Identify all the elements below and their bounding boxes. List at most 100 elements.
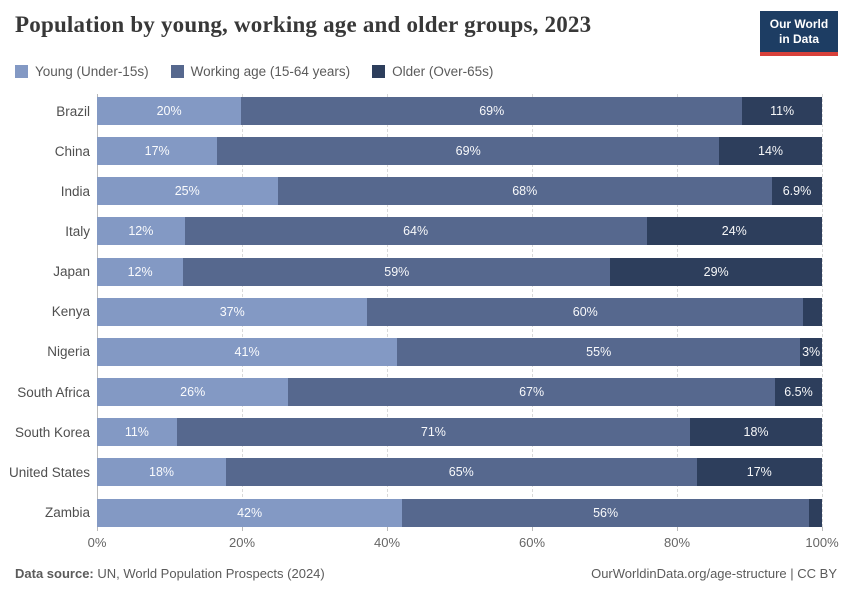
bar-segment — [808, 498, 822, 527]
bar-value-label: 71% — [420, 425, 446, 440]
chart-footer: Data source: UN, World Population Prospe… — [15, 566, 837, 581]
bar-segment: 14% — [719, 137, 822, 166]
bar-value-label: 6.9% — [782, 184, 812, 199]
chart-title: Population by young, working age and old… — [15, 12, 592, 37]
bar-segment: 37% — [97, 297, 368, 326]
bar-value-label: 37% — [219, 304, 245, 319]
bar-value-label: 69% — [455, 144, 481, 159]
bar-segment: 24% — [646, 217, 822, 246]
bar-value-label: 24% — [721, 224, 747, 239]
bar-segment: 11% — [742, 97, 822, 125]
bar-segment: 6.9% — [771, 177, 822, 206]
legend-label: Working age (15-64 years) — [190, 64, 351, 79]
data-source-label: Data source: — [15, 566, 94, 581]
bar-value-label: 11% — [124, 425, 149, 440]
bar-value-label: 12% — [127, 264, 153, 279]
bar-value-label: 26% — [180, 385, 206, 400]
bar-value-label: 12% — [128, 224, 154, 239]
bar-segment: 25% — [97, 177, 278, 206]
bar-segment: 69% — [217, 137, 720, 166]
x-tick-mark — [532, 526, 533, 531]
bar-segment: 12% — [97, 217, 185, 246]
owid-logo: Our World in Data — [760, 11, 838, 56]
bar-segment: 20% — [97, 97, 242, 125]
bar-value-label: 60% — [572, 304, 598, 319]
bar-value-label: 56% — [593, 505, 619, 520]
gridline-100% — [822, 94, 823, 527]
country-label-south-africa: South Africa — [17, 384, 90, 400]
x-tick-mark — [677, 526, 678, 531]
country-label-china: China — [54, 143, 90, 159]
bar-segment: 18% — [690, 418, 822, 447]
owid-logo-line1: Our World — [769, 17, 829, 31]
bar-value-label: 18% — [743, 425, 769, 440]
bar-value-label: 18% — [149, 465, 175, 480]
bar-segment: 60% — [367, 297, 804, 326]
bar-segment: 29% — [610, 257, 822, 286]
country-label-zambia: Zambia — [44, 505, 90, 520]
x-tick-label: 0% — [87, 534, 107, 550]
bar-value-label: 25% — [174, 184, 200, 199]
bar-segment: 64% — [184, 217, 647, 246]
bar-segment: 71% — [176, 418, 691, 447]
legend-swatch-icon — [372, 65, 386, 78]
bar-value-label: 11% — [770, 104, 795, 118]
bar-segment: 12% — [97, 257, 184, 286]
legend-item-1: Working age (15-64 years) — [170, 64, 351, 79]
legend: Young (Under-15s) Working age (15-64 year… — [15, 64, 493, 79]
bar-segment: 6.5% — [774, 378, 822, 407]
bar-segment: 68% — [277, 177, 772, 206]
bar-segment: 3% — [800, 337, 822, 366]
owid-logo-line2: in Data — [778, 32, 819, 46]
x-tick-label: 40% — [373, 534, 401, 550]
x-tick-label: 60% — [518, 534, 546, 550]
bar-segment: 41% — [97, 337, 398, 366]
bar-value-label: 17% — [144, 144, 170, 159]
bar-segment: 42% — [97, 498, 403, 527]
country-label-united-states: United States — [8, 464, 90, 480]
legend-swatch-icon — [170, 65, 184, 78]
x-tick-label: 100% — [805, 534, 839, 550]
x-tick-label: 80% — [663, 534, 691, 550]
x-tick-mark — [242, 526, 243, 531]
bar-segment: 55% — [397, 337, 801, 366]
bar-value-label: 68% — [512, 184, 538, 199]
legend-swatch-icon — [15, 65, 28, 78]
bar-value-label: 14% — [758, 144, 784, 159]
x-tick-mark — [387, 526, 388, 531]
bar-segment — [803, 297, 822, 326]
legend-label: Young (Under-15s) — [35, 64, 149, 79]
bar-value-label: 65% — [448, 465, 474, 480]
country-label-india: India — [60, 183, 90, 199]
bar-segment: 65% — [226, 458, 697, 487]
country-label-nigeria: Nigeria — [47, 344, 90, 360]
country-label-japan: Japan — [53, 264, 90, 280]
bar-value-label: 64% — [403, 224, 429, 239]
bar-value-label: 59% — [384, 264, 410, 279]
bar-value-label: 55% — [586, 344, 612, 359]
legend-item-0: Young (Under-15s) — [15, 64, 149, 79]
bar-segment: 56% — [402, 498, 809, 527]
bar-value-label: 20% — [156, 104, 182, 118]
country-label-south-korea: South Korea — [14, 424, 90, 440]
country-label-brazil: Brazil — [56, 103, 90, 119]
bar-value-label: 41% — [234, 344, 260, 359]
legend-item-2: Older (Over-65s) — [372, 64, 493, 79]
bar-segment: 17% — [696, 458, 822, 487]
data-source-note: Data source: UN, World Population Prospe… — [15, 566, 325, 581]
bar-segment: 67% — [288, 378, 775, 407]
x-tick-label: 20% — [228, 534, 256, 550]
bar-value-label: 17% — [746, 465, 772, 480]
bar-value-label: 29% — [703, 264, 729, 279]
country-label-italy: Italy — [65, 223, 90, 239]
bar-segment: 59% — [183, 257, 611, 286]
data-source-text: UN, World Population Prospects (2024) — [93, 566, 325, 581]
bar-segment: 11% — [97, 418, 177, 447]
bar-value-label: 67% — [519, 385, 545, 400]
bar-value-label: 6.5% — [784, 385, 813, 400]
credit-note: OurWorldinData.org/age-structure | CC BY — [591, 566, 837, 581]
country-label-kenya: Kenya — [51, 304, 90, 320]
bar-segment: 18% — [97, 458, 227, 487]
